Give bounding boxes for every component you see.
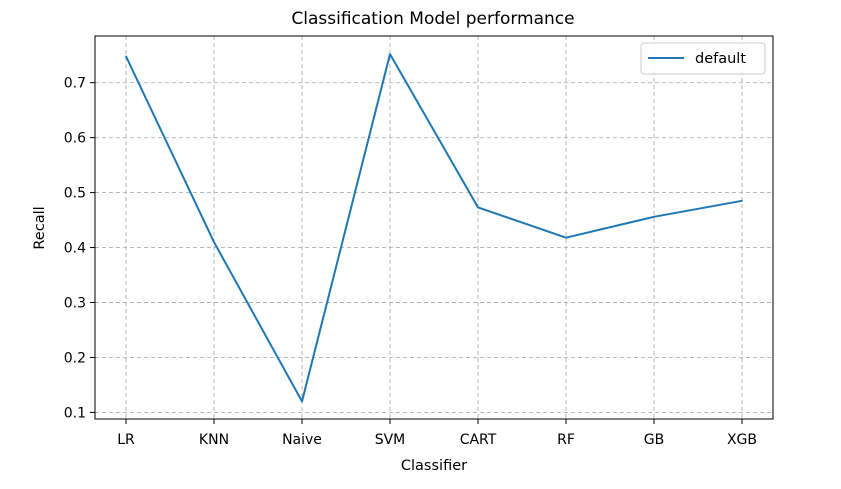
x-axis-label: Classifier — [401, 458, 467, 474]
x-tick-label: RF — [557, 432, 575, 448]
legend: default — [640, 42, 766, 75]
y-tick-label: 0.7 — [64, 76, 86, 92]
y-axis-ticks: 0.1 0.2 0.3 0.4 0.5 0.6 0.7 — [64, 76, 95, 421]
x-tick-label: CART — [460, 432, 497, 448]
data-point — [477, 206, 479, 209]
data-point — [301, 400, 303, 403]
legend-label: default — [695, 51, 746, 67]
data-point — [125, 55, 127, 58]
x-tick-label: GB — [644, 432, 664, 448]
grid — [95, 36, 773, 419]
x-tick-label: XGB — [727, 432, 757, 448]
data-point — [653, 215, 655, 218]
series-line — [125, 53, 743, 403]
data-point — [741, 200, 743, 202]
y-tick-label: 0.3 — [64, 296, 86, 312]
chart-title: Classification Model performance — [291, 9, 574, 29]
x-tick-label: Naive — [282, 432, 322, 448]
plot-area-frame — [94, 35, 774, 420]
y-tick-label: 0.6 — [64, 131, 86, 147]
data-point — [389, 53, 391, 55]
legend-box — [640, 42, 766, 75]
y-tick-label: 0.4 — [64, 241, 86, 257]
series-layer — [125, 53, 743, 403]
x-tick-label: SVM — [375, 432, 406, 448]
x-axis-ticks: LR KNN Naive SVM CART RF GB XGB — [117, 419, 757, 448]
y-tick-label: 0.2 — [64, 350, 86, 366]
y-tick-label: 0.5 — [64, 186, 86, 202]
x-tick-label: KNN — [199, 432, 229, 448]
data-point — [565, 236, 567, 239]
y-axis-label: Recall — [32, 206, 48, 249]
x-tick-label: LR — [117, 432, 135, 448]
y-tick-label: 0.1 — [64, 405, 86, 421]
data-point — [213, 241, 215, 243]
